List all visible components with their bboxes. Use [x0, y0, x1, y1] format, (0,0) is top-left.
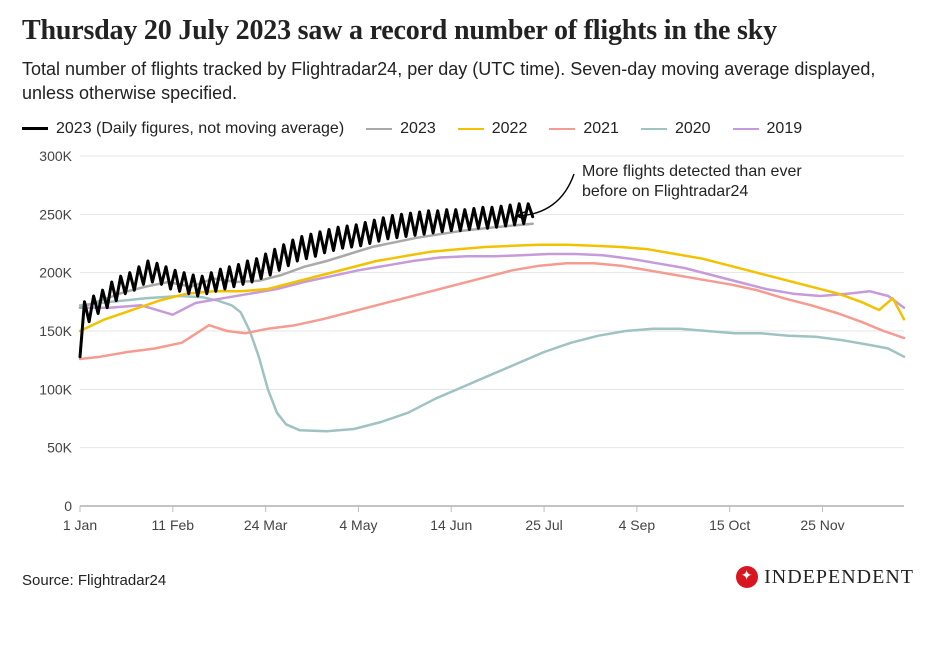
- publisher-logo-icon: ✦: [736, 566, 758, 588]
- annotation-label: More flights detected than ever before o…: [582, 162, 842, 202]
- legend-label: 2021: [583, 120, 619, 138]
- chart-footer: Source: Flightradar24 ✦ INDEPENDENT: [22, 566, 914, 589]
- legend-item-y2020: 2020: [641, 120, 711, 138]
- legend-swatch: [458, 128, 484, 130]
- legend-label: 2022: [492, 120, 528, 138]
- legend-item-daily2023: 2023 (Daily figures, not moving average): [22, 120, 344, 138]
- svg-text:25 Jul: 25 Jul: [525, 517, 562, 533]
- series-y2020: [80, 296, 904, 431]
- svg-text:14 Jun: 14 Jun: [430, 517, 472, 533]
- chart-card: Thursday 20 July 2023 saw a record numbe…: [0, 0, 936, 662]
- line-chart-svg: 0 50K 100K 150K 200K 250K 300K 1 Jan 11 Feb 24 Ma…: [22, 146, 914, 556]
- legend-label: 2020: [675, 120, 711, 138]
- legend-label: 2019: [767, 120, 803, 138]
- chart-title: Thursday 20 July 2023 saw a record numbe…: [22, 14, 914, 47]
- publisher-brand: ✦ INDEPENDENT: [736, 566, 914, 589]
- source-label: Source: Flightradar24: [22, 572, 166, 589]
- legend-item-y2022: 2022: [458, 120, 528, 138]
- legend-item-y2019: 2019: [733, 120, 803, 138]
- svg-text:50K: 50K: [47, 439, 73, 455]
- svg-text:4 May: 4 May: [339, 517, 377, 533]
- legend: 2023 (Daily figures, not moving average)…: [22, 120, 914, 138]
- svg-text:4 Sep: 4 Sep: [619, 517, 656, 533]
- chart-plot-area: 0 50K 100K 150K 200K 250K 300K 1 Jan 11 Feb 24 Ma…: [22, 146, 914, 556]
- svg-text:1 Jan: 1 Jan: [63, 517, 97, 533]
- svg-text:100K: 100K: [39, 381, 72, 397]
- legend-swatch: [733, 128, 759, 130]
- legend-swatch: [549, 128, 575, 130]
- svg-text:15 Oct: 15 Oct: [709, 517, 750, 533]
- legend-swatch: [366, 128, 392, 130]
- svg-text:150K: 150K: [39, 323, 72, 339]
- legend-label: 2023: [400, 120, 436, 138]
- svg-text:250K: 250K: [39, 206, 72, 222]
- legend-label: 2023 (Daily figures, not moving average): [56, 120, 344, 138]
- svg-text:11 Feb: 11 Feb: [152, 517, 195, 533]
- chart-subtitle: Total number of flights tracked by Fligh…: [22, 57, 914, 106]
- legend-item-avg2023: 2023: [366, 120, 436, 138]
- svg-text:24 Mar: 24 Mar: [244, 517, 288, 533]
- svg-text:25 Nov: 25 Nov: [800, 517, 844, 533]
- legend-swatch: [641, 128, 667, 130]
- svg-text:300K: 300K: [39, 148, 72, 164]
- legend-item-y2021: 2021: [549, 120, 619, 138]
- svg-text:0: 0: [64, 498, 72, 514]
- svg-text:200K: 200K: [39, 264, 72, 280]
- series-y2022: [80, 244, 904, 330]
- publisher-name: INDEPENDENT: [764, 566, 914, 589]
- legend-swatch: [22, 127, 48, 130]
